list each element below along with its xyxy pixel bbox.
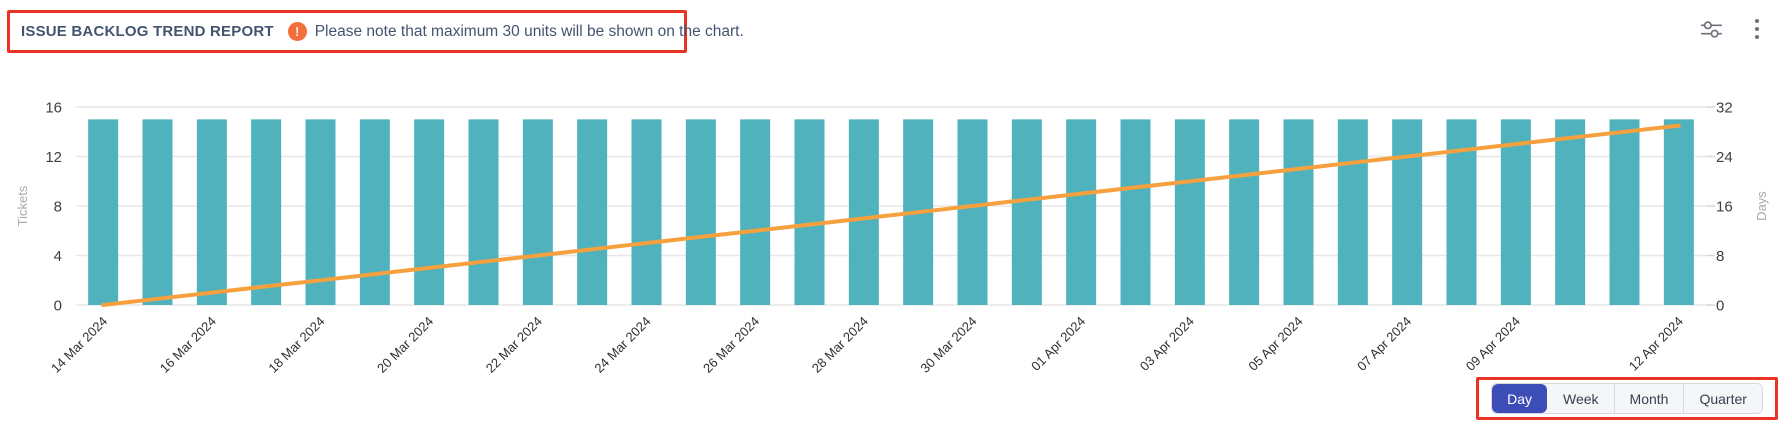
period-toggle-group: Day Week Month Quarter [1491, 383, 1763, 414]
svg-text:14 Mar 2024: 14 Mar 2024 [48, 314, 110, 376]
period-option-day[interactable]: Day [1492, 384, 1547, 413]
svg-text:01 Apr 2024: 01 Apr 2024 [1028, 314, 1088, 374]
more-options-button[interactable] [1740, 12, 1774, 46]
svg-text:4: 4 [54, 248, 62, 265]
svg-text:16: 16 [45, 100, 62, 117]
svg-text:8: 8 [54, 199, 62, 216]
svg-text:32: 32 [1716, 100, 1733, 117]
svg-text:16: 16 [1716, 199, 1733, 216]
svg-text:22 Mar 2024: 22 Mar 2024 [483, 314, 545, 376]
period-toggle-annotation-box: Day Week Month Quarter [1476, 377, 1778, 420]
svg-text:09 Apr 2024: 09 Apr 2024 [1463, 314, 1523, 374]
svg-text:05 Apr 2024: 05 Apr 2024 [1245, 314, 1305, 374]
header-annotation-box: ISSUE BACKLOG TREND REPORT ! Please note… [7, 10, 744, 53]
svg-text:Days: Days [1754, 191, 1769, 221]
svg-text:03 Apr 2024: 03 Apr 2024 [1137, 314, 1197, 374]
svg-text:26 Mar 2024: 26 Mar 2024 [700, 314, 762, 376]
period-option-quarter[interactable]: Quarter [1683, 384, 1761, 413]
svg-text:16 Mar 2024: 16 Mar 2024 [157, 314, 219, 376]
chart-settings-button[interactable] [1694, 12, 1728, 46]
svg-text:18 Mar 2024: 18 Mar 2024 [265, 314, 327, 376]
svg-text:12: 12 [45, 149, 62, 166]
svg-text:12 Apr 2024: 12 Apr 2024 [1626, 314, 1686, 374]
svg-text:0: 0 [54, 298, 62, 315]
svg-text:28 Mar 2024: 28 Mar 2024 [809, 314, 871, 376]
kebab-menu-icon [1755, 19, 1759, 39]
svg-text:24 Mar 2024: 24 Mar 2024 [591, 314, 653, 376]
svg-text:8: 8 [1716, 248, 1724, 265]
period-option-month[interactable]: Month [1613, 384, 1684, 413]
svg-text:07 Apr 2024: 07 Apr 2024 [1354, 314, 1414, 374]
period-option-week[interactable]: Week [1547, 384, 1614, 413]
svg-text:24: 24 [1716, 149, 1733, 166]
backlog-trend-chart[interactable]: 0 4 8 12 16 0 8 16 24 32 14 Mar 2024 16 Mar 2024 18 … [0, 78, 1788, 378]
svg-text:30 Mar 2024: 30 Mar 2024 [917, 314, 979, 376]
report-title: ISSUE BACKLOG TREND REPORT [21, 23, 274, 40]
warning-circle-icon: ! [287, 22, 307, 41]
sliders-icon [1700, 20, 1722, 38]
chart-limit-note: Please note that maximum 30 units will b… [314, 22, 744, 40]
svg-text:0: 0 [1716, 298, 1724, 315]
svg-text:20 Mar 2024: 20 Mar 2024 [374, 314, 436, 376]
svg-text:Tickets: Tickets [15, 185, 30, 226]
